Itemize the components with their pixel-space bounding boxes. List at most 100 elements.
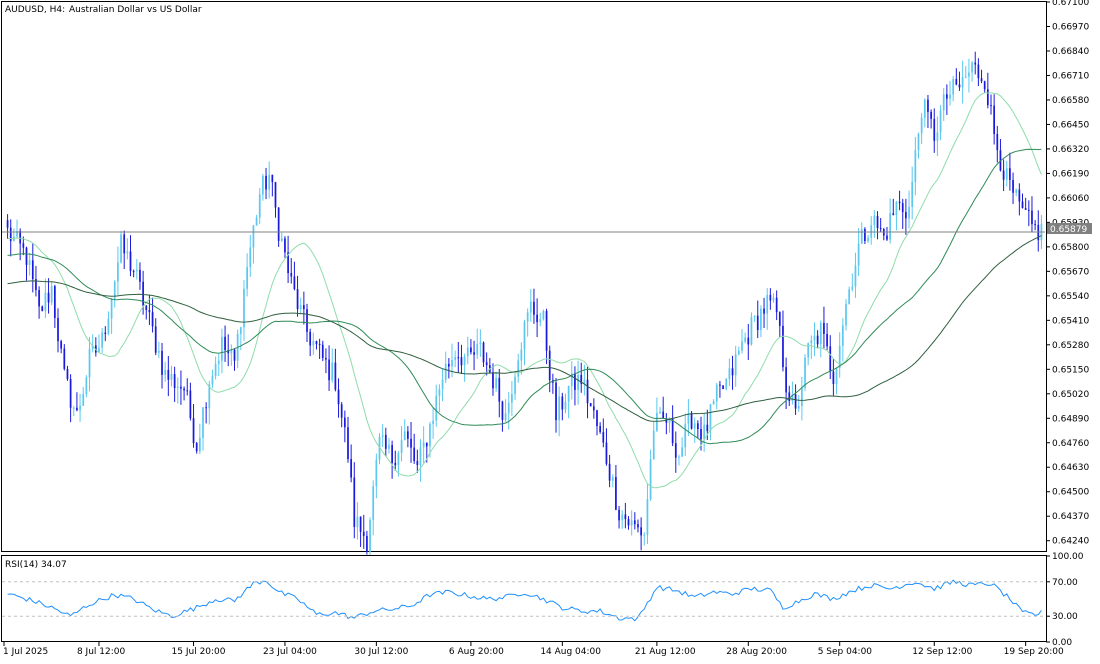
candle-body: [76, 407, 78, 411]
candle-body: [19, 230, 22, 244]
y-tick-label: 0.64890: [1052, 414, 1089, 424]
candle-body: [233, 349, 236, 361]
candle-body: [567, 385, 570, 402]
candle-body: [492, 372, 494, 389]
candle-body: [302, 305, 305, 310]
candle-body: [362, 531, 365, 536]
candle-body: [599, 426, 602, 432]
candle-body: [539, 319, 542, 323]
candle-body: [104, 332, 107, 334]
candle-body: [816, 335, 819, 345]
candle-body: [747, 337, 750, 345]
candle-body: [715, 384, 718, 402]
candle-body: [640, 527, 642, 536]
candle-body: [1005, 168, 1008, 180]
candle-body: [577, 374, 579, 390]
candle-body: [388, 445, 390, 449]
candle-body: [841, 325, 844, 346]
candle-body: [416, 460, 419, 466]
candle-body: [983, 81, 986, 90]
candle-body: [25, 247, 28, 265]
candle-body: [425, 442, 428, 447]
candle-body: [372, 486, 375, 520]
candle-body: [318, 344, 321, 346]
candle-body: [347, 427, 349, 460]
candle-body: [454, 357, 457, 360]
candle-body: [864, 229, 866, 241]
current-price-tag: [1047, 223, 1092, 234]
candle-body: [719, 384, 721, 386]
candle-body: [835, 367, 838, 385]
candle-body: [801, 388, 803, 406]
candle-body: [117, 262, 119, 282]
candle-body: [722, 385, 724, 389]
x-tick-label: 19 Sep 20:00: [1004, 647, 1064, 657]
candle-body: [158, 350, 160, 353]
candle-body: [826, 333, 828, 347]
candle-body: [860, 229, 863, 244]
candle-body: [189, 390, 192, 419]
candle-body: [85, 377, 88, 394]
candle-body: [564, 401, 567, 410]
candle-body: [589, 403, 592, 407]
candle-body: [359, 516, 362, 532]
candle-body: [744, 337, 747, 342]
y-tick-label: 0.67100: [1052, 0, 1089, 8]
y-tick-label: 0.64370: [1052, 512, 1089, 522]
candle-body: [265, 175, 267, 190]
candle-body: [312, 341, 315, 346]
candle-body: [473, 352, 475, 355]
y-tick-label: 0.66060: [1052, 194, 1089, 204]
x-tick-label: 28 Aug 20:00: [726, 647, 787, 657]
candle-body: [306, 309, 308, 332]
candle-body: [659, 411, 661, 413]
candle-body: [476, 344, 479, 355]
candle-body: [734, 354, 737, 376]
candle-body: [132, 271, 135, 273]
candles-layer: [6, 51, 1043, 556]
candle-body: [113, 281, 116, 299]
candle-body: [340, 404, 343, 418]
candle-body: [239, 327, 242, 334]
candle-body: [993, 105, 996, 134]
candle-body: [819, 322, 822, 345]
candle-body: [791, 394, 794, 402]
candle-body: [832, 371, 835, 385]
candle-body: [760, 308, 762, 331]
candle-body: [482, 342, 485, 363]
candle-body: [451, 359, 453, 367]
candle-body: [696, 423, 699, 430]
candle-body: [741, 341, 743, 351]
y-tick-label: 0.64240: [1052, 537, 1089, 547]
candle-body: [69, 379, 72, 408]
candle-body: [381, 434, 384, 437]
candle-body: [737, 350, 740, 355]
x-tick-label: 12 Sep 12:00: [912, 647, 972, 657]
candle-body: [630, 520, 633, 526]
candle-body: [1034, 224, 1036, 226]
candle-body: [961, 77, 964, 88]
candle-body: [570, 373, 573, 386]
candle-body: [88, 348, 91, 378]
candle-body: [731, 368, 734, 376]
candle-body: [608, 463, 611, 481]
candle-body: [432, 420, 434, 424]
candle-body: [1015, 189, 1018, 193]
candle-body: [898, 201, 901, 204]
candle-body: [971, 62, 973, 73]
candle-body: [807, 343, 810, 358]
candle-body: [901, 203, 904, 213]
x-tick-label: 21 Aug 12:00: [635, 647, 696, 657]
candle-body: [526, 312, 529, 322]
candle-body: [876, 215, 879, 229]
candle-body: [769, 294, 772, 301]
candle-body: [605, 442, 608, 464]
candle-body: [646, 499, 649, 535]
candle-body: [31, 260, 34, 280]
candle-body: [778, 312, 781, 326]
candle-body: [857, 243, 860, 266]
candle-body: [668, 418, 671, 423]
candle-body: [22, 243, 25, 248]
candle-body: [794, 394, 797, 409]
candle-body: [498, 377, 501, 402]
